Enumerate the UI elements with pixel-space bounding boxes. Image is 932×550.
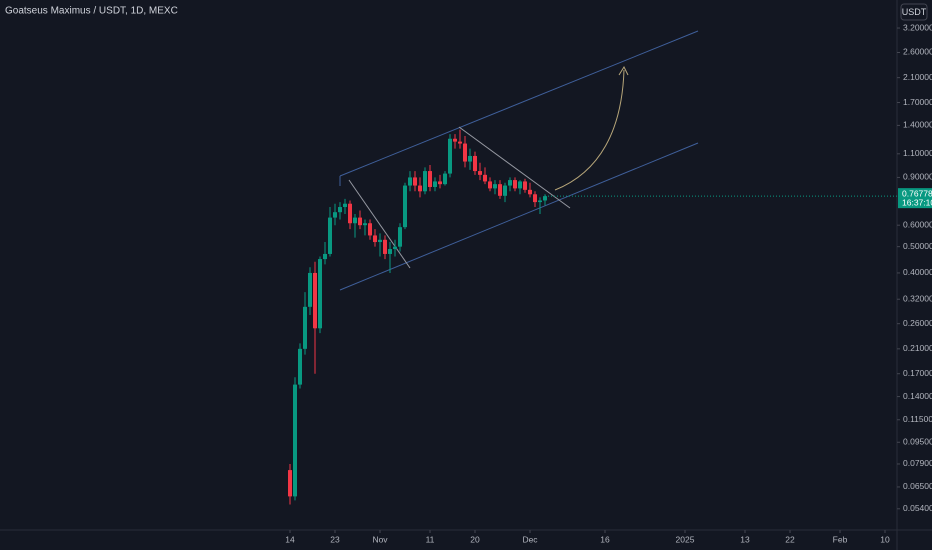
- candles: [288, 129, 547, 505]
- price-badge: [898, 188, 932, 209]
- x-tick-label: 22: [785, 534, 795, 544]
- x-tick-label: 2025: [676, 534, 695, 544]
- candle-body: [498, 184, 502, 196]
- x-tick-label: Dec: [522, 534, 538, 544]
- candle-body: [508, 180, 512, 186]
- candle-body: [463, 143, 467, 162]
- candle-body: [428, 171, 432, 187]
- candle-body: [343, 203, 347, 208]
- candle-body: [308, 272, 312, 307]
- candle-body: [323, 253, 327, 260]
- candle-body: [468, 155, 472, 162]
- y-tick-label: 1.40000: [903, 120, 932, 130]
- channel-lower: [339, 142, 699, 291]
- y-tick-label: 3.20000: [903, 22, 932, 32]
- currency-box: [900, 3, 928, 21]
- y-tick-label: 0.60000: [903, 219, 932, 229]
- y-tick-label: 0.17000: [903, 368, 932, 378]
- candle-body: [418, 185, 422, 192]
- candle-body: [303, 306, 307, 349]
- candle-body: [378, 239, 382, 243]
- candle-body: [458, 141, 462, 144]
- candle-body: [483, 174, 487, 182]
- candle-body: [328, 217, 332, 254]
- y-tick-label: 0.21000: [903, 343, 932, 353]
- x-tick-label: 23: [330, 534, 340, 544]
- y-tick-label: 1.10000: [903, 148, 932, 158]
- candle-body: [298, 348, 302, 385]
- projection-arrow: [554, 69, 625, 191]
- candle-body: [348, 203, 352, 224]
- y-tick-label: 0.40000: [903, 267, 932, 277]
- candle-body: [488, 181, 492, 189]
- candle-body: [448, 138, 452, 174]
- currency: USDT: [902, 7, 927, 17]
- y-tick-label: 0.14000: [903, 391, 932, 401]
- candle-body: [523, 181, 527, 190]
- candle-body: [333, 212, 337, 218]
- candle-body: [288, 470, 292, 497]
- x-tick-label: 14: [285, 534, 295, 544]
- y-tick-label: 0.50000: [903, 241, 932, 251]
- y-tick-label: 0.09500: [903, 437, 932, 447]
- candle-body: [438, 181, 442, 185]
- channel-upper: [339, 30, 699, 177]
- trend-line: [458, 126, 571, 209]
- candle-body: [313, 272, 317, 329]
- candle-body: [528, 189, 532, 195]
- candle-body: [513, 180, 517, 189]
- candle-body: [393, 246, 397, 250]
- last-price: 0.76778: [902, 188, 932, 198]
- candle-body: [538, 200, 542, 203]
- candle-body: [318, 259, 322, 329]
- y-tick-label: 2.10000: [903, 72, 932, 82]
- candle-body: [493, 184, 497, 189]
- x-tick-label: 10: [880, 534, 890, 544]
- candle-body: [338, 207, 342, 213]
- candle-body: [398, 227, 402, 247]
- candle-body: [453, 138, 457, 142]
- y-tick-label: 0.07900: [903, 458, 932, 468]
- x-tick-label: 16: [600, 534, 610, 544]
- candle-body: [423, 171, 427, 192]
- x-tick-label: 13: [740, 534, 750, 544]
- candle-body: [363, 223, 367, 226]
- x-tick-label: Nov: [372, 534, 388, 544]
- y-tick-label: 0.11500: [903, 414, 932, 424]
- candle-body: [388, 249, 392, 254]
- y-tick-label: 0.32000: [903, 293, 932, 303]
- candle-body: [518, 181, 522, 189]
- x-tick-label: 11: [426, 534, 435, 544]
- candle-body: [503, 185, 507, 196]
- countdown: 16:37:10: [902, 197, 932, 207]
- x-tick-label: Feb: [833, 534, 848, 544]
- candle-body: [413, 177, 417, 186]
- candle-body: [533, 194, 537, 203]
- candle-body: [293, 384, 297, 497]
- candle-body: [368, 223, 372, 236]
- y-tick-label: 0.90000: [903, 172, 932, 182]
- candle-body: [383, 239, 387, 254]
- x-tick-label: 20: [470, 534, 480, 544]
- y-tick-label: 2.60000: [903, 47, 932, 57]
- candle-body: [403, 185, 407, 228]
- candle-body: [443, 173, 447, 185]
- candle-body: [353, 217, 357, 224]
- trend-line: [348, 179, 411, 269]
- candle-body: [473, 155, 477, 172]
- arrow-head: [618, 65, 629, 76]
- candle-body: [543, 196, 547, 201]
- candle-body: [408, 177, 412, 186]
- candle-body: [358, 217, 362, 226]
- candle-body: [433, 181, 437, 187]
- chart-title: Goatseus Maximus / USDT, 1D, MEXC: [5, 6, 178, 17]
- y-tick-label: 1.70000: [903, 97, 932, 107]
- y-tick-label: 0.06500: [903, 481, 932, 491]
- candle-body: [373, 235, 377, 243]
- y-tick-label: 0.26000: [903, 318, 932, 328]
- drawings: [339, 30, 699, 291]
- y-tick-label: 0.05400: [903, 503, 932, 513]
- candle-body: [478, 171, 482, 175]
